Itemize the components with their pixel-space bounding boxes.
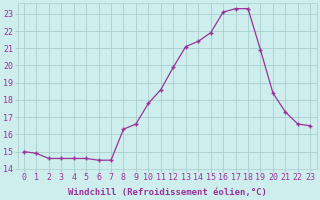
X-axis label: Windchill (Refroidissement éolien,°C): Windchill (Refroidissement éolien,°C) [68, 188, 267, 197]
